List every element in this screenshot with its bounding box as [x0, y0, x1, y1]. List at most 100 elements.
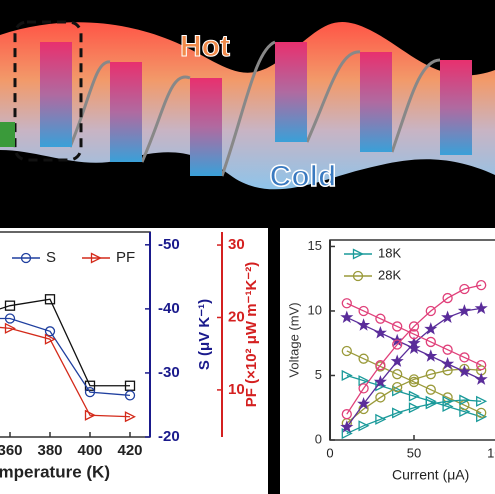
- leg: [190, 78, 222, 176]
- marker: [341, 409, 352, 420]
- marker: [442, 344, 453, 355]
- marker: [425, 384, 436, 395]
- cold-label: Cold: [270, 160, 337, 193]
- y-axis-label: S (μV K⁻¹): [196, 299, 213, 370]
- series-line: [346, 350, 482, 414]
- y-tick-label: -30: [158, 364, 180, 381]
- marker: [4, 300, 16, 311]
- marker: [4, 322, 16, 334]
- x-axis-label: Temperature (K): [0, 462, 110, 481]
- marker: [84, 387, 96, 398]
- marker: [392, 385, 404, 397]
- marker: [408, 374, 420, 385]
- series-line: [346, 302, 482, 366]
- marker: [375, 360, 386, 371]
- panel-right: [280, 228, 495, 494]
- legend-marker: [352, 270, 364, 282]
- marker: [425, 398, 437, 410]
- marker: [476, 360, 487, 371]
- x-tick-label: 360: [0, 442, 23, 459]
- x-tick-label: 50: [407, 445, 421, 460]
- series-line: [0, 326, 131, 418]
- marker: [441, 356, 455, 370]
- marker: [357, 396, 371, 410]
- voltage-chart: 0 50 100 0 5 10 15 Voltage (mV) Current (μA) 18K 2…: [286, 238, 495, 483]
- y2-tick-label: 10: [228, 381, 245, 398]
- series-line: [346, 399, 482, 435]
- legend-marker: [352, 248, 364, 260]
- legend-label: S: [46, 249, 56, 266]
- series-line: [0, 317, 131, 397]
- marker: [425, 305, 436, 317]
- marker: [476, 395, 488, 407]
- x-tick-label: 420: [117, 442, 142, 459]
- marker: [476, 407, 487, 419]
- marker: [390, 354, 404, 367]
- marker: [373, 375, 387, 388]
- y2-tick-label: 30: [228, 236, 245, 253]
- marker: [425, 336, 436, 348]
- marker: [457, 364, 471, 378]
- marker: [341, 298, 352, 309]
- y-axis-label: Voltage (mV): [286, 302, 301, 377]
- marker: [124, 390, 136, 401]
- marker: [358, 383, 369, 394]
- hot-label: Hot: [180, 30, 230, 63]
- marker: [4, 313, 16, 324]
- marker: [44, 326, 56, 337]
- marker: [425, 369, 436, 380]
- marker: [341, 345, 352, 357]
- marker: [84, 409, 96, 421]
- leg: [360, 52, 392, 152]
- marker: [457, 304, 471, 317]
- marker: [408, 329, 420, 340]
- leg: [110, 62, 142, 162]
- y2-tick-label: 20: [228, 308, 245, 325]
- y-tick-label: 5: [315, 367, 322, 382]
- marker: [358, 420, 370, 432]
- marker: [341, 427, 353, 440]
- y-tick-label: -50: [158, 236, 180, 253]
- y-tick-label: 0: [315, 431, 322, 446]
- marker: [358, 305, 369, 317]
- marker: [459, 352, 470, 363]
- marker: [408, 390, 420, 402]
- marker: [373, 326, 387, 339]
- y2-axis-label: PF (×10² μW m⁻¹K⁻²): [243, 262, 260, 407]
- marker: [442, 395, 454, 407]
- marker: [340, 310, 354, 323]
- marker: [341, 369, 353, 382]
- series-line: [0, 298, 130, 387]
- marker: [474, 372, 488, 385]
- marker: [124, 411, 136, 423]
- x-tick-label: 100: [487, 445, 495, 460]
- marker: [375, 413, 387, 425]
- x-tick-label: 0: [326, 445, 333, 460]
- marker: [459, 394, 471, 406]
- marker: [408, 402, 420, 414]
- marker: [392, 407, 404, 419]
- marker: [358, 375, 370, 387]
- marker: [424, 322, 438, 335]
- marker: [357, 318, 371, 331]
- leg: [40, 42, 72, 147]
- highlight-box: [13, 20, 83, 162]
- series-line: [346, 284, 482, 415]
- marker: [442, 292, 453, 304]
- marker: [476, 411, 488, 423]
- legend-label: 28K: [378, 267, 401, 282]
- legend-label: PF: [116, 249, 135, 266]
- marker: [44, 333, 56, 345]
- legend-marker: [20, 252, 32, 264]
- marker: [375, 392, 386, 403]
- marker: [392, 339, 403, 350]
- y-tick-label: -20: [158, 428, 180, 445]
- y-tick-label: 10: [308, 302, 322, 317]
- x-tick-label: 400: [77, 442, 102, 459]
- marker: [441, 310, 455, 323]
- marker: [44, 294, 56, 305]
- marker: [375, 313, 386, 324]
- marker: [358, 353, 369, 364]
- illustration: Hot Cold: [0, 0, 495, 226]
